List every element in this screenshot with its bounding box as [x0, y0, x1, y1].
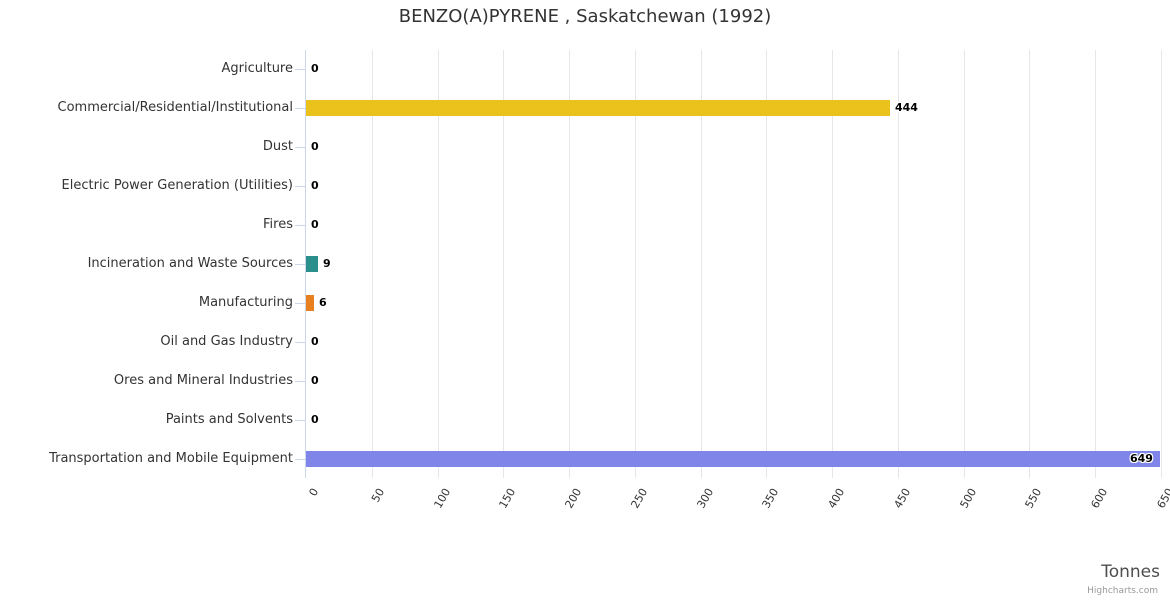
category-tick — [295, 264, 305, 265]
gridline — [503, 50, 504, 478]
data-label: 0 — [311, 140, 319, 153]
plot-area — [305, 50, 1162, 478]
chart-title: BENZO(A)PYRENE , Saskatchewan (1992) — [398, 6, 772, 27]
x-tick-label: 350 — [759, 486, 782, 511]
x-tick-label: 550 — [1022, 486, 1045, 511]
data-label: 0 — [311, 179, 319, 192]
gridline — [438, 50, 439, 478]
x-tick-label: 450 — [891, 486, 914, 511]
category-tick — [295, 69, 305, 70]
data-label: 444 — [895, 101, 918, 114]
gridline — [1029, 50, 1030, 478]
category-tick — [295, 108, 305, 109]
x-tick-label: 200 — [562, 486, 585, 511]
category-label: Ores and Mineral Industries — [113, 373, 293, 388]
x-tick-label: 0 — [306, 486, 322, 499]
category-label: Manufacturing — [198, 295, 293, 310]
x-tick-label: 600 — [1088, 486, 1111, 511]
category-tick — [295, 420, 305, 421]
x-tick-label: 250 — [628, 486, 651, 511]
category-tick — [295, 225, 305, 226]
x-tick-label: 50 — [369, 486, 388, 505]
x-tick-label: 500 — [957, 486, 980, 511]
bar-commercial-residential-institutional[interactable] — [306, 100, 890, 116]
highcharts-credits-link[interactable]: Highcharts.com — [1087, 586, 1158, 596]
category-tick — [295, 303, 305, 304]
data-label: 0 — [311, 335, 319, 348]
x-tick-label: 300 — [694, 486, 717, 511]
gridline — [832, 50, 833, 478]
x-tick-label: 100 — [431, 486, 454, 511]
category-tick — [295, 381, 305, 382]
category-label: Oil and Gas Industry — [160, 334, 293, 349]
bar-transportation-and-mobile-equipment[interactable] — [306, 451, 1160, 467]
data-label: 9 — [323, 257, 331, 270]
category-label: Paints and Solvents — [165, 412, 293, 427]
data-label: 649 — [1130, 452, 1153, 465]
category-tick — [295, 342, 305, 343]
category-label: Electric Power Generation (Utilities) — [61, 178, 293, 193]
category-tick — [295, 147, 305, 148]
category-tick — [295, 459, 305, 460]
data-label: 6 — [319, 296, 327, 309]
gridline — [766, 50, 767, 478]
gridline — [1095, 50, 1096, 478]
category-label: Fires — [263, 217, 293, 232]
gridline — [1161, 50, 1162, 478]
category-label: Transportation and Mobile Equipment — [49, 451, 293, 466]
category-label: Dust — [262, 139, 293, 154]
data-label: 0 — [311, 62, 319, 75]
x-tick-label: 650 — [1154, 486, 1170, 511]
gridline — [898, 50, 899, 478]
x-tick-label: 400 — [825, 486, 848, 511]
gridline — [964, 50, 965, 478]
bar-incineration-and-waste-sources[interactable] — [306, 256, 318, 272]
x-axis-title: Tonnes — [1101, 562, 1160, 582]
data-label: 0 — [311, 374, 319, 387]
x-tick-label: 150 — [496, 486, 519, 511]
data-label: 0 — [311, 413, 319, 426]
category-label: Incineration and Waste Sources — [87, 256, 293, 271]
gridline — [635, 50, 636, 478]
data-label: 0 — [311, 218, 319, 231]
gridline — [569, 50, 570, 478]
gridline — [372, 50, 373, 478]
gridline — [701, 50, 702, 478]
category-label: Agriculture — [221, 61, 294, 76]
category-label: Commercial/Residential/Institutional — [57, 100, 294, 115]
category-tick — [295, 186, 305, 187]
bar-manufacturing[interactable] — [306, 295, 314, 311]
